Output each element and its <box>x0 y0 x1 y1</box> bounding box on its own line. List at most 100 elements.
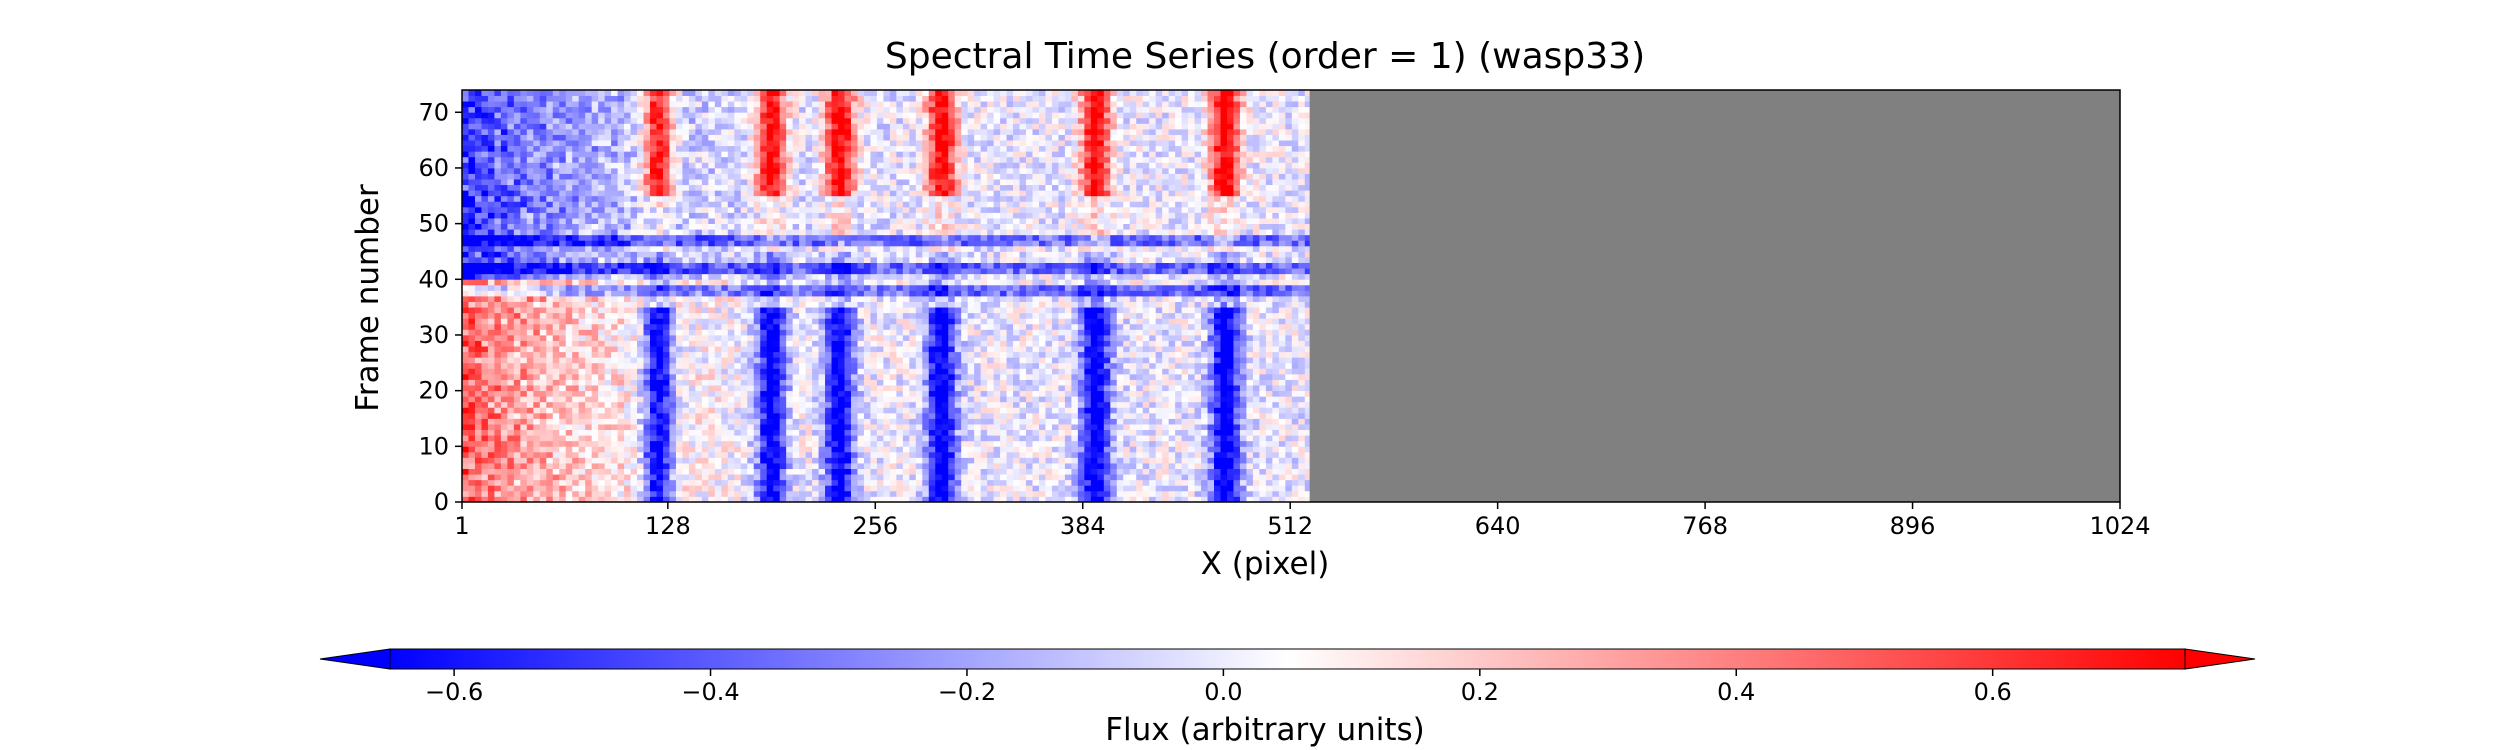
heatmap-cell <box>1162 401 1170 408</box>
heatmap-cell <box>701 435 709 442</box>
heatmap-cell <box>1233 435 1241 442</box>
heatmap-cell <box>1149 418 1157 425</box>
heatmap-cell <box>961 290 969 297</box>
heatmap-cell <box>604 396 612 403</box>
heatmap-cell <box>598 463 606 469</box>
heatmap-cell <box>695 429 703 436</box>
heatmap-cell <box>1058 351 1066 358</box>
heatmap-cell <box>1194 379 1202 386</box>
heatmap-cell <box>533 362 541 369</box>
heatmap-cell <box>1291 323 1299 330</box>
heatmap-cell <box>1201 468 1208 475</box>
heatmap-cell <box>876 373 884 380</box>
heatmap-cell <box>721 351 729 358</box>
heatmap-cell <box>1214 451 1221 458</box>
heatmap-cell <box>701 373 709 380</box>
heatmap-cell <box>494 312 502 319</box>
heatmap-cell <box>941 451 949 458</box>
heatmap-cell <box>747 351 755 358</box>
heatmap-cell <box>546 446 554 453</box>
heatmap-cell <box>883 418 891 425</box>
heatmap-cell <box>818 451 826 458</box>
heatmap-cell <box>1019 412 1027 419</box>
heatmap-cell <box>591 379 599 386</box>
heatmap-cell <box>915 429 923 436</box>
heatmap-cell <box>611 290 618 297</box>
heatmap-cell <box>1207 362 1215 369</box>
heatmap-cell <box>954 401 962 408</box>
heatmap-cell <box>825 435 832 442</box>
heatmap-cell <box>928 429 936 436</box>
heatmap-cell <box>617 457 625 464</box>
heatmap-cell <box>617 290 625 297</box>
heatmap-cell <box>656 340 664 347</box>
heatmap-cell <box>850 479 858 486</box>
heatmap-cell <box>721 468 729 475</box>
heatmap-cell <box>883 440 891 447</box>
heatmap-cell <box>669 396 677 403</box>
heatmap-cell <box>753 357 761 364</box>
heatmap-cell <box>1038 329 1046 336</box>
heatmap-cell <box>695 301 703 308</box>
heatmap-cell <box>1278 396 1286 403</box>
heatmap-cell <box>1038 301 1046 308</box>
heatmap-cell <box>1214 334 1221 341</box>
heatmap-cell <box>474 451 482 458</box>
heatmap-cell <box>1265 496 1273 503</box>
heatmap-cell <box>825 373 832 380</box>
heatmap-cell <box>1116 385 1124 392</box>
heatmap-cell <box>1149 346 1157 353</box>
heatmap-cell <box>1181 418 1189 425</box>
heatmap-cell <box>922 485 930 492</box>
heatmap-cell <box>1110 329 1118 336</box>
heatmap-cell <box>468 312 476 319</box>
heatmap-cell <box>468 290 476 297</box>
heatmap-cell <box>1149 429 1157 436</box>
heatmap-cell <box>656 290 664 297</box>
heatmap-cell <box>714 296 722 302</box>
heatmap-cell <box>967 396 975 403</box>
heatmap-cell <box>462 346 469 353</box>
heatmap-cell <box>779 490 787 497</box>
heatmap-cell <box>857 490 865 497</box>
heatmap-cell <box>1272 485 1280 492</box>
heatmap-cell <box>526 451 534 458</box>
heatmap-cell <box>1207 312 1215 319</box>
heatmap-cell <box>1064 312 1072 319</box>
heatmap-cell <box>1155 435 1163 442</box>
heatmap-cell <box>1136 424 1144 431</box>
heatmap-cell <box>987 312 994 319</box>
heatmap-cell <box>701 385 709 392</box>
heatmap-cell <box>792 290 800 297</box>
heatmap-cell <box>948 412 956 419</box>
heatmap-cell <box>1252 323 1260 330</box>
heatmap-cell <box>565 318 573 325</box>
heatmap-cell <box>987 451 994 458</box>
heatmap-cell <box>1129 368 1137 375</box>
heatmap-cell <box>941 474 949 481</box>
heatmap-cell <box>572 373 580 380</box>
heatmap-cell <box>1304 357 1311 364</box>
heatmap-cell <box>1103 485 1111 492</box>
heatmap-cell <box>1162 329 1170 336</box>
heatmap-cell <box>909 385 917 392</box>
heatmap-cell <box>786 362 794 369</box>
heatmap-cell <box>857 385 865 392</box>
heatmap-cell <box>1129 340 1137 347</box>
heatmap-cell <box>1129 412 1137 419</box>
heatmap-cell <box>474 396 482 403</box>
heatmap-cell <box>1207 379 1215 386</box>
heatmap-cell <box>1051 334 1059 341</box>
heatmap-cell <box>1162 340 1170 347</box>
heatmap-cell <box>1285 290 1293 297</box>
heatmap-cell <box>585 451 593 458</box>
heatmap-cell <box>1162 435 1170 442</box>
heatmap-cell <box>565 334 573 341</box>
heatmap-cell <box>714 312 722 319</box>
heatmap-cell <box>766 424 774 431</box>
heatmap-cell <box>1259 329 1267 336</box>
heatmap-cell <box>552 463 560 469</box>
heatmap-cell <box>682 463 690 469</box>
heatmap-cell <box>662 407 670 414</box>
heatmap-cell <box>708 446 716 453</box>
